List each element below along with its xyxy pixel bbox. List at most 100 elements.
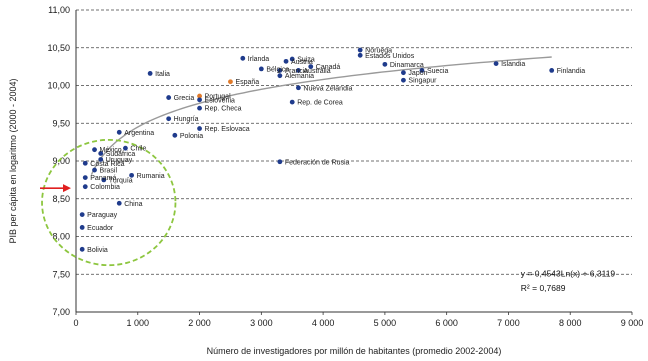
axes [75, 10, 632, 313]
point-label: Sudáfrica [106, 151, 136, 158]
data-point [147, 71, 153, 76]
point-label: Hungría [174, 116, 199, 123]
data-point [357, 47, 363, 53]
data-point [401, 77, 406, 83]
x-axis-title: Número de investigadores por millón de h… [207, 346, 502, 356]
y-tick-label: 7,00 [52, 307, 70, 317]
point-label: México [100, 147, 122, 154]
point-label: Noruega [365, 48, 392, 55]
red-arrow [40, 184, 71, 193]
data-point [197, 105, 202, 111]
point-label: Irlanda [248, 56, 270, 63]
point-label: Alemania [285, 73, 314, 80]
point-label: Portugal [205, 94, 232, 101]
point-label: Turquía [109, 177, 133, 184]
x-tick-label: 3 000 [250, 318, 273, 328]
x-tick-label: 2 000 [188, 318, 211, 328]
data-point [296, 68, 301, 73]
data-point [493, 61, 499, 67]
data-point [197, 97, 202, 103]
point-label: Panamá [90, 175, 116, 182]
trend-equation: y = 0,4543Ln(x) + 6,3119 [521, 269, 616, 279]
x-tick-label: 6 000 [435, 318, 458, 328]
data-point [197, 126, 202, 131]
y-tick-labels: 7,00 7,50 8,00 8,50 9,00 9,50 10,00 10,50 11,00 [47, 5, 70, 317]
data-point [82, 160, 88, 166]
x-tick-label: 9 000 [621, 318, 644, 328]
data-point [277, 73, 283, 79]
gridlines [76, 9, 632, 275]
data-point [289, 99, 295, 105]
point-label: Rep. Eslovaca [205, 126, 250, 133]
data-point [92, 167, 97, 173]
data-point [129, 172, 135, 178]
data-point [549, 68, 555, 73]
point-label: Brasil [100, 168, 118, 175]
data-point [197, 93, 202, 99]
y-axis-title: PIB per cápita en logaritmo (2000 - 2004… [8, 78, 18, 243]
point-label: Bolivia [87, 247, 108, 254]
data-point [98, 157, 104, 162]
point-label: Federación de Rusia [285, 159, 350, 166]
x-tick-label: 8 000 [559, 318, 582, 328]
y-tick-label: 10,50 [47, 43, 70, 53]
point-label: Paraguay [87, 212, 117, 219]
x-tick-label: 7 000 [497, 318, 520, 328]
data-point [82, 175, 88, 181]
data-point [92, 147, 97, 153]
data-point [123, 145, 128, 151]
point-label: Chile [130, 146, 146, 153]
point-label: Singapur [408, 78, 437, 85]
y-tick-label: 9,50 [52, 118, 70, 128]
point-label: Islandia [501, 61, 525, 68]
data-point [98, 151, 104, 156]
point-label: Nueva Zelandia [303, 85, 352, 92]
data-point [166, 95, 172, 100]
arrow-head [63, 184, 71, 193]
y-tick-label: 11,00 [48, 5, 70, 15]
point-label: Suecia [427, 68, 449, 75]
data-point [101, 177, 107, 183]
data-point [172, 132, 178, 138]
point-label: Rumania [137, 173, 165, 180]
data-point [79, 212, 85, 218]
y-tick-label: 10,00 [47, 81, 70, 91]
data-point [283, 58, 289, 64]
point-label: Italia [155, 71, 170, 78]
point-label: China [124, 201, 142, 208]
point-label: Uruguay [106, 157, 133, 164]
data-point [308, 64, 314, 70]
point-label: Rep. de Corea [297, 100, 343, 107]
data-point [240, 55, 246, 61]
data-point [277, 68, 283, 73]
data-point [116, 200, 122, 206]
point-label: Rep. Checa [205, 106, 242, 113]
x-tick-label: 5 000 [374, 318, 397, 328]
y-tick-label: 7,50 [52, 269, 70, 279]
point-label: Grecia [174, 95, 195, 102]
data-point [228, 79, 233, 85]
point-label: Colombia [90, 184, 120, 191]
data-point [289, 56, 295, 62]
data-point [166, 116, 172, 122]
point-label: Polonia [180, 133, 203, 140]
data-point [401, 70, 406, 76]
data-point [79, 225, 85, 230]
point-label: Costa Rica [90, 161, 124, 168]
x-tick-labels: 0 1 000 2 000 3 000 4 000 5 000 6 000 7 000 8 00… [73, 312, 643, 328]
x-tick-label: 0 [73, 318, 78, 328]
point-label: Suiza [297, 57, 315, 64]
data-point [82, 184, 88, 190]
point-label: Eslovenia [205, 97, 235, 104]
point-label: Estados Unidos [365, 53, 415, 60]
y-tick-label: 9,00 [52, 156, 70, 166]
y-tick-label: 8,50 [52, 194, 70, 204]
data-point [419, 68, 425, 73]
point-label: Austria [291, 59, 313, 66]
data-point [357, 52, 363, 58]
point-label: Canadá [316, 64, 341, 71]
x-tick-label: 1 000 [127, 318, 150, 328]
data-point [296, 85, 301, 91]
point-label: Dinamarca [390, 62, 424, 69]
